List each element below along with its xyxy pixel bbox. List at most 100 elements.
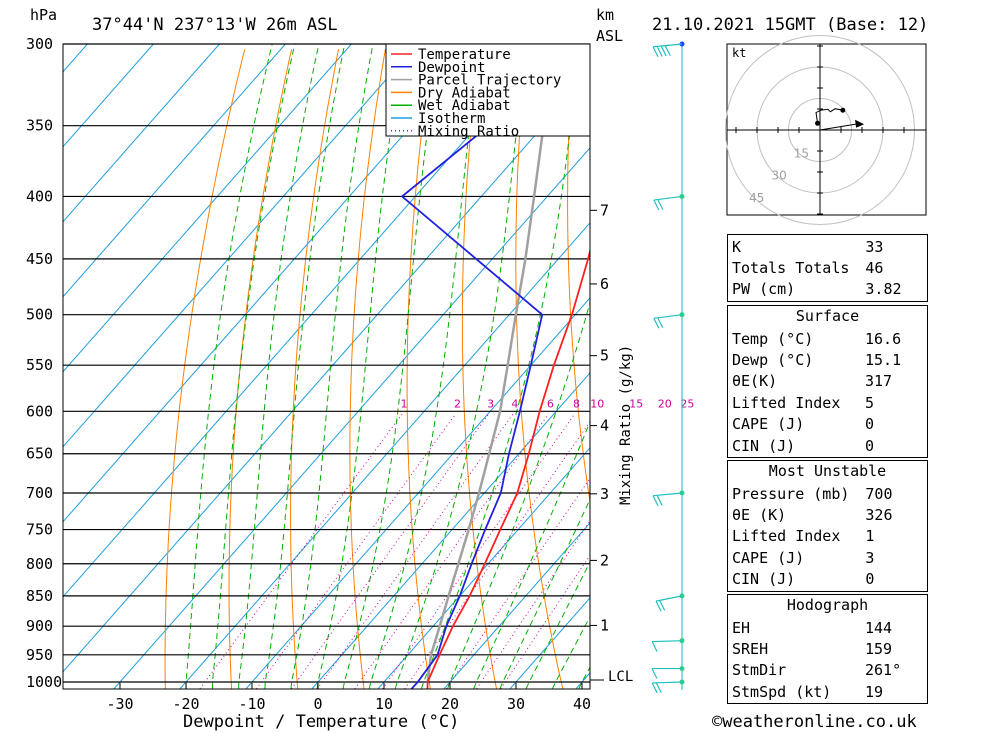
hodograph-trace bbox=[815, 108, 843, 124]
index-row: θE(K) 317 bbox=[728, 371, 927, 392]
mixing-ratio-label: 3 bbox=[487, 397, 494, 410]
wet-adiabat-line bbox=[447, 300, 590, 689]
index-value: 159 bbox=[865, 640, 893, 659]
pressure-tick-label: 650 bbox=[26, 445, 53, 463]
pressure-tick-label: 300 bbox=[26, 35, 53, 53]
isotherm-line bbox=[63, 44, 220, 223]
copyright: ©weatheronline.co.uk bbox=[712, 712, 917, 732]
barb-feather bbox=[651, 682, 658, 694]
index-value: 317 bbox=[865, 372, 893, 391]
mixing-ratio-label: 8 bbox=[573, 397, 580, 410]
surface-table: Temp (°C) 16.6 Dewp (°C) 15.1 θE(K) 317 Lifted… bbox=[728, 328, 927, 456]
hodograph-params-title: Hodograph bbox=[786, 596, 869, 614]
temperature-tick-label: 0 bbox=[313, 695, 322, 713]
wet-adiabat-line bbox=[264, 44, 346, 689]
isotherm-line bbox=[113, 147, 590, 689]
barb-shaft bbox=[655, 595, 683, 602]
index-value: 3.82 bbox=[865, 280, 902, 299]
surface-box: Surface Temp (°C) 16.6 Dewp (°C) 15.1 θE(K) 3… bbox=[727, 305, 928, 458]
isotherm-line bbox=[63, 44, 484, 523]
profiles bbox=[400, 44, 590, 689]
barb-feather bbox=[657, 199, 664, 210]
legend-label: Temperature bbox=[418, 47, 511, 63]
height-tick-label: 7 bbox=[600, 201, 609, 219]
barb-feather bbox=[652, 495, 659, 506]
mixing-ratio-label: 1 bbox=[401, 397, 408, 410]
legend-label: Parcel Trajectory bbox=[418, 73, 561, 89]
dry-adiabat-line bbox=[567, 49, 590, 505]
index-label: PW (cm) bbox=[732, 280, 796, 299]
wet-adiabat-line bbox=[342, 44, 440, 689]
mixing-ratio-line bbox=[316, 413, 514, 689]
dry-adiabat-line bbox=[948, 49, 1000, 689]
temperature-axis: -30 -20 -10 0 10 20 30 40 bbox=[106, 683, 591, 713]
hodograph-params-box: Hodograph EH 144 SREH 159 StmDir 261° StmSpd (… bbox=[727, 594, 928, 704]
storm-motion-vector bbox=[819, 123, 859, 131]
legend-label: Dry Adiabat bbox=[418, 85, 511, 101]
hodograph-unit: kt bbox=[732, 46, 746, 60]
plot-frame bbox=[62, 43, 591, 690]
barb-shaft bbox=[652, 681, 683, 684]
pressure-tick-label: 750 bbox=[26, 521, 53, 539]
index-row: StmDir 261° bbox=[728, 660, 927, 681]
wet-adiabat-line bbox=[211, 44, 296, 689]
mixing-ratio-line bbox=[199, 413, 403, 689]
wet-adiabat-line bbox=[316, 44, 405, 689]
index-value: 16.6 bbox=[865, 329, 902, 348]
dry-adiabat-line bbox=[406, 49, 433, 689]
wet-adiabat-line bbox=[185, 44, 273, 689]
index-row: Lifted Index 5 bbox=[728, 392, 927, 413]
index-value: 261° bbox=[865, 661, 902, 680]
pressure-tick-label: 600 bbox=[26, 402, 53, 420]
isotherm-line bbox=[63, 44, 352, 373]
index-row: SREH 159 bbox=[728, 638, 927, 659]
index-label: CAPE (J) bbox=[732, 548, 805, 567]
parcel-trajectory-line bbox=[426, 44, 558, 683]
barb-feather bbox=[659, 600, 666, 611]
index-value: 144 bbox=[865, 618, 893, 637]
index-row: CIN (J) 0 bbox=[728, 569, 927, 590]
dry-adiabat-line bbox=[228, 49, 293, 689]
mixing-ratio-label: 20 bbox=[658, 397, 672, 410]
barb-feather bbox=[651, 641, 658, 652]
legend-box bbox=[385, 43, 591, 137]
barb-feather bbox=[664, 45, 671, 56]
index-row: Totals Totals 46 bbox=[728, 257, 927, 278]
legend-label: Wet Adiabat bbox=[418, 98, 511, 114]
height-tick-label: 4 bbox=[600, 417, 609, 435]
mixing-ratio-line bbox=[500, 554, 590, 689]
hodograph-start-dot bbox=[815, 120, 821, 126]
pressure-tick-label: 950 bbox=[26, 646, 53, 664]
index-value: 19 bbox=[865, 682, 884, 701]
index-value: 0 bbox=[865, 415, 875, 434]
mixing-ratio-labels: 1 2 3 4 6 8 10 15 20 25 bbox=[401, 397, 695, 410]
index-label: Pressure (mb) bbox=[732, 484, 850, 503]
barb-shaft bbox=[653, 314, 683, 319]
index-row: CAPE (J) 0 bbox=[728, 414, 927, 435]
location-title: 37°44'N 237°13'W 26m ASL bbox=[92, 15, 338, 35]
most-unstable-table: Pressure (mb) 700 θE (K) 326 Lifted Index 1 CA… bbox=[728, 483, 927, 590]
isotherm-line bbox=[63, 44, 550, 598]
pressure-tick-label: 700 bbox=[26, 484, 53, 502]
barb-feather bbox=[656, 46, 663, 57]
index-label: Lifted Index bbox=[732, 527, 841, 546]
dry-adiabat-line bbox=[995, 49, 1000, 689]
dry-adiabat-line bbox=[349, 49, 386, 689]
isotherm-line bbox=[63, 44, 154, 148]
barb-feather bbox=[651, 668, 658, 679]
temperature-tick-label: 10 bbox=[375, 695, 393, 713]
background-lines bbox=[63, 44, 1000, 689]
index-row: CAPE (J) 3 bbox=[728, 547, 927, 568]
temperature-tick-label: -10 bbox=[238, 695, 265, 713]
unit-km: km bbox=[596, 6, 614, 24]
most-unstable-box: Most Unstable Pressure (mb) 700 θE (K) 326 L… bbox=[727, 460, 928, 592]
isotherm-line bbox=[179, 222, 590, 689]
barb-shaft bbox=[652, 492, 683, 497]
temperature-tick-label: 30 bbox=[507, 695, 525, 713]
mixing-ratio-line bbox=[445, 477, 590, 689]
wet-adiabat-line bbox=[290, 44, 374, 689]
height-tick-label: 5 bbox=[600, 347, 609, 365]
isotherm-line bbox=[377, 447, 590, 689]
hodograph-end-dot bbox=[840, 107, 846, 113]
dry-adiabat-line bbox=[164, 49, 246, 689]
